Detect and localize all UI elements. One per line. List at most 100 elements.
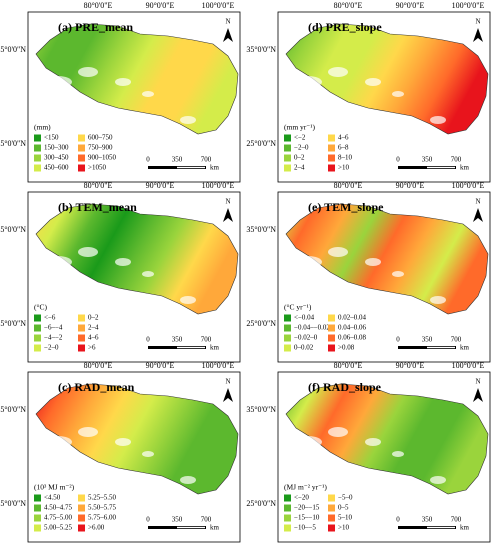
legend-label: 150–300 [44, 144, 69, 152]
lat-label: 35°0'0"N [246, 405, 276, 414]
lon-label: 100°0'0"E [202, 1, 235, 10]
legend-swatch [78, 154, 85, 162]
data-gap [180, 116, 196, 124]
lon-label: 90°0'0"E [396, 361, 425, 370]
legend-title: (°C) [34, 303, 47, 312]
legend-label: 4–6 [88, 334, 99, 342]
legend-label: >10 [338, 524, 349, 532]
map-panel: (a) PRE_mean 80°0'0"E 90°0'0"E 100°0'0"E 35°… [0, 1, 241, 183]
data-gap [78, 427, 98, 437]
lat-label: 35°0'0"N [246, 225, 276, 234]
lon-label: 90°0'0"E [396, 181, 425, 190]
legend-swatch [34, 314, 41, 322]
scale-unit: km [210, 344, 220, 352]
north-label: N [225, 378, 230, 386]
legend-label: >1050 [88, 164, 106, 172]
panel-title: (c) RAD_mean [58, 380, 135, 394]
legend-swatch [328, 494, 335, 502]
legend-label: 0–5 [338, 504, 349, 512]
data-gap [142, 451, 154, 457]
lon-label: 80°0'0"E [84, 361, 113, 370]
legend-label: <−20 [294, 494, 309, 502]
data-gap [430, 296, 446, 304]
legend-swatch [284, 314, 291, 322]
legend-label: 4.50–4.75 [44, 504, 73, 512]
legend-title: (mm) [34, 123, 51, 132]
legend-swatch [284, 344, 291, 352]
map-panel: (b) TEM_mean 80°0'0"E 90°0'0"E 100°0'0"E 35°… [0, 181, 241, 363]
scale-label: 0 [146, 156, 150, 164]
legend-title: (MJ m⁻² yr⁻¹) [284, 483, 327, 492]
legend-label: 4.75–5.00 [44, 514, 73, 522]
north-arrow [473, 208, 483, 222]
panel-title: (e) TEM_slope [308, 200, 384, 214]
legend-swatch [328, 524, 335, 532]
legend-swatch [328, 514, 335, 522]
lon-label: 90°0'0"E [146, 1, 175, 10]
legend-swatch [78, 134, 85, 142]
data-gap [180, 476, 196, 484]
legend-label: 5.50–5.75 [88, 504, 117, 512]
legend-swatch [34, 134, 41, 142]
data-gap [392, 91, 404, 97]
scale-unit: km [210, 524, 220, 532]
legend-label: −0.04–−0.02 [294, 324, 330, 332]
scale-label: 350 [172, 336, 183, 344]
legend-label: −6–−4 [44, 324, 63, 332]
legend-label: −20–−15 [294, 504, 320, 512]
data-gap [365, 78, 381, 86]
legend-swatch [34, 164, 41, 172]
data-gap [294, 256, 322, 268]
legend-swatch [78, 524, 85, 532]
scale-bar-half [177, 526, 205, 529]
data-gap [44, 436, 72, 448]
legend-swatch [78, 334, 85, 342]
scale-label: 700 [451, 156, 462, 164]
map-panel: (f) RAD_slope 80°0'0"E 90°0'0"E 100°0'0"E 35… [246, 361, 491, 543]
legend-swatch [34, 154, 41, 162]
north-label: N [475, 198, 480, 206]
data-gap [328, 67, 348, 77]
data-gap [78, 67, 98, 77]
legend-label: −15–−10 [294, 514, 320, 522]
scale-label: 0 [146, 516, 150, 524]
lon-label: 100°0'0"E [452, 181, 485, 190]
north-arrow [223, 28, 233, 42]
legend-label: >6.00 [88, 524, 105, 532]
legend-swatch [284, 144, 291, 152]
legend-swatch [34, 514, 41, 522]
plateau [35, 23, 239, 135]
north-label: N [225, 18, 230, 26]
lat-label: 25°0'0"N [246, 139, 276, 148]
data-gap [328, 427, 348, 437]
legend-swatch [78, 504, 85, 512]
map-panel: (e) TEM_slope 80°0'0"E 90°0'0"E 100°0'0"E 35… [246, 181, 491, 363]
legend-swatch [34, 144, 41, 152]
legend-swatch [328, 344, 335, 352]
lat-label: 25°0'0"N [0, 319, 26, 328]
map-panel: (c) RAD_mean 80°0'0"E 90°0'0"E 100°0'0"E 35°… [0, 361, 241, 543]
data-gap [392, 451, 404, 457]
legend-swatch [78, 514, 85, 522]
plateau [285, 203, 489, 315]
legend-swatch [328, 154, 335, 162]
scale-label: 0 [396, 336, 400, 344]
legend-label: −0.02–0 [294, 334, 318, 342]
legend-swatch [284, 514, 291, 522]
legend-label: 750–900 [88, 144, 113, 152]
legend-swatch [284, 524, 291, 532]
lat-label: 25°0'0"N [246, 319, 276, 328]
legend-label: 0–2 [294, 154, 305, 162]
legend-label: 2–4 [88, 324, 99, 332]
legend-label: >10 [338, 164, 349, 172]
lon-label: 100°0'0"E [202, 361, 235, 370]
legend-label: 4–6 [338, 134, 349, 142]
lat-label: 35°0'0"N [0, 405, 26, 414]
legend-label: −10–−5 [294, 524, 316, 532]
scale-label: 700 [201, 336, 212, 344]
north-arrow [473, 388, 483, 402]
legend-label: 5.75–6.00 [88, 514, 117, 522]
legend-label: 300–450 [44, 154, 69, 162]
data-gap [78, 247, 98, 257]
legend-label: −2–0 [44, 344, 59, 352]
